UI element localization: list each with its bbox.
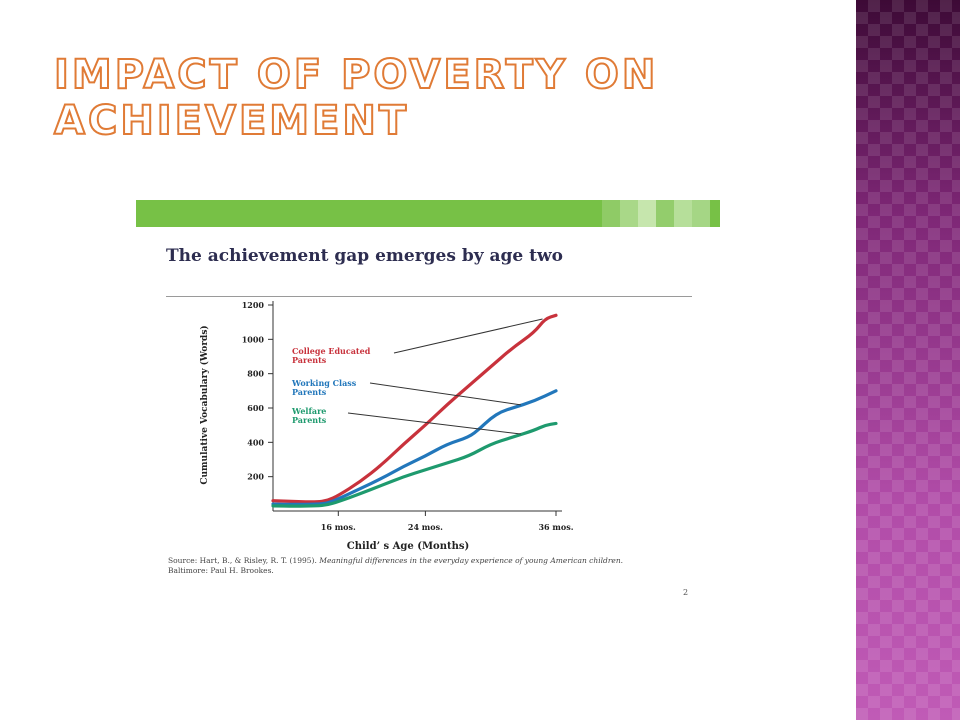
y-axis-label: Cumulative Vocabulary (Words) (199, 325, 210, 484)
y-tick-label: 1000 (242, 334, 265, 344)
chart-axes (272, 301, 562, 512)
chart-figure: The achievement gap emerges by age two 2… (136, 200, 720, 620)
page-number: 2 (683, 588, 689, 597)
series-line-0 (271, 313, 558, 504)
series-lines (271, 313, 558, 508)
leader-line-0 (393, 318, 543, 354)
y-tick-label: 800 (247, 369, 264, 379)
series-label-0: College Educated (292, 346, 371, 356)
series-line-1 (271, 389, 558, 506)
x-tick-label: 16 mos. (321, 522, 356, 532)
source-title: Meaningful differences in the everyday e… (319, 556, 624, 565)
title-divider (166, 296, 692, 297)
x-axis-ticks: 16 mos. 24 mos. 36 mos. (321, 511, 574, 532)
source-citation: Source: Hart, B., & Risley, R. T. (1995)… (168, 556, 698, 576)
source-prefix: Source: Hart, B., & Risley, R. T. (1995)… (168, 556, 320, 565)
series-label-2: Welfare (291, 406, 326, 416)
chart-title: The achievement gap emerges by age two (166, 246, 563, 266)
x-axis-label: Child’ s Age (Months) (347, 541, 469, 552)
y-tick-label: 1200 (242, 300, 265, 310)
x-tick-label: 24 mos. (408, 522, 443, 532)
x-tick-label: 36 mos. (538, 522, 573, 532)
series-label-0: Parents (292, 355, 327, 365)
decorative-side-panel (856, 0, 960, 720)
series-label-2: Parents (292, 415, 327, 425)
y-tick-label: 600 (247, 403, 264, 413)
y-tick-label: 200 (247, 472, 264, 482)
leader-line-2 (347, 412, 521, 435)
series-label-1: Parents (292, 387, 327, 397)
series-line-2 (271, 421, 558, 508)
series-label-1: Working Class (291, 378, 357, 388)
line-chart: 200 400 600 800 1000 1200 16 mos. 24 mos. 36 mo… (199, 300, 574, 552)
source-publisher: Baltimore: Paul H. Brookes. (168, 566, 274, 575)
slide-title: Impact of Poverty on Achievement (53, 51, 659, 145)
leader-line-1 (369, 382, 521, 406)
green-header-bar (136, 200, 720, 227)
y-axis-ticks: 200 400 600 800 1000 1200 (242, 300, 273, 482)
label-leader-lines (347, 318, 543, 435)
y-tick-label: 400 (247, 437, 264, 447)
